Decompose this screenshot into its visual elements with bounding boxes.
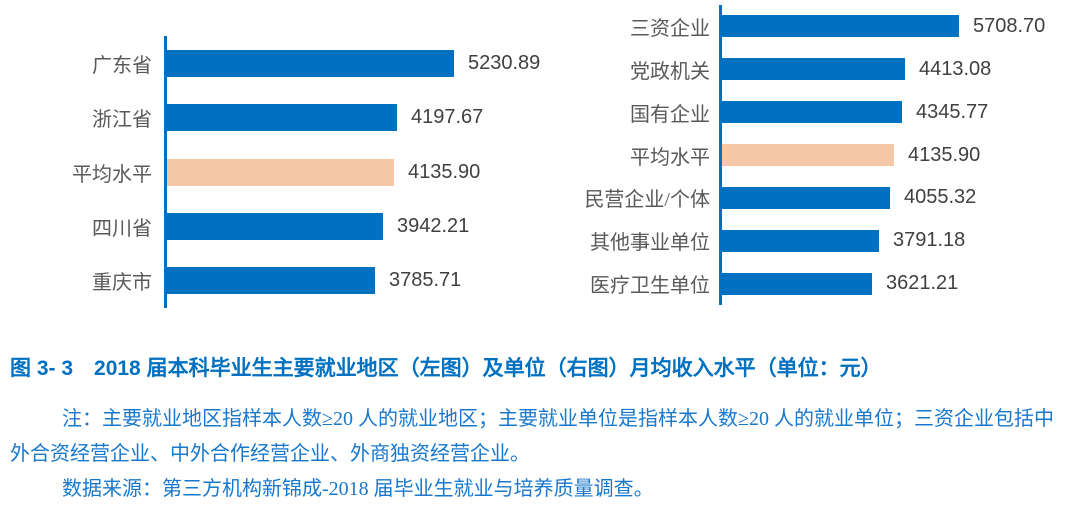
value-label: 3791.18 xyxy=(893,229,966,252)
bar[interactable] xyxy=(722,229,879,252)
bar-track: 3942.21 xyxy=(167,212,542,240)
chart-row: 平均水平 4135.90 xyxy=(60,145,542,199)
category-label: 重庆市 xyxy=(92,272,152,295)
bar-track: 3785.71 xyxy=(167,267,542,295)
category-label: 医疗卫生单位 xyxy=(590,275,710,298)
chart-row: 其他事业单位 3791.18 xyxy=(560,219,1050,262)
bar[interactable] xyxy=(167,158,394,186)
value-label: 4135.90 xyxy=(408,160,481,183)
bar-track: 3621.21 xyxy=(722,272,1050,295)
bar-track: 4135.90 xyxy=(167,158,542,186)
category-label: 四川省 xyxy=(92,217,152,240)
category-label: 广东省 xyxy=(92,54,152,77)
value-label: 4197.67 xyxy=(411,106,484,129)
bar[interactable] xyxy=(722,144,894,166)
chart-row: 医疗卫生单位 3621.21 xyxy=(560,262,1050,305)
bar-track: 5708.70 xyxy=(722,15,1050,38)
chart-row: 重庆市 3785.71 xyxy=(60,254,542,308)
bar-track: 4055.32 xyxy=(722,186,1050,209)
chart-row: 四川省 3942.21 xyxy=(60,199,542,253)
category-label: 三资企业 xyxy=(630,17,710,40)
category-label: 平均水平 xyxy=(630,146,710,169)
value-label: 4055.32 xyxy=(904,186,977,209)
bar[interactable] xyxy=(722,15,959,38)
value-label: 3942.21 xyxy=(397,214,470,237)
category-label: 平均水平 xyxy=(72,163,152,186)
value-label: 4413.08 xyxy=(919,57,992,80)
chart-row: 广东省 5230.89 xyxy=(60,36,542,90)
left-chart-y-axis-line xyxy=(164,36,167,308)
bar[interactable] xyxy=(722,272,872,295)
category-label: 浙江省 xyxy=(92,109,152,132)
category-label: 国有企业 xyxy=(630,103,710,126)
chart-left-regions: 广东省 5230.89 浙江省 4197.67 平均水平 4135.90 四川省 3942.2… xyxy=(60,36,542,308)
bar[interactable] xyxy=(167,212,383,240)
left-chart-rows: 广东省 5230.89 浙江省 4197.67 平均水平 4135.90 四川省 3942.2… xyxy=(60,36,542,308)
right-chart-rows: 三资企业 5708.70 党政机关 4413.08 国有企业 4345.77 平均水平 413… xyxy=(560,5,1050,305)
bar-track: 4197.67 xyxy=(167,104,542,132)
value-label: 5708.70 xyxy=(973,14,1046,37)
figure-text-block: 图 3- 3 2018 届本科毕业生主要就业地区（左图）及单位（右图）月均收入水… xyxy=(10,352,1062,507)
bar-track: 5230.89 xyxy=(167,49,542,77)
bar[interactable] xyxy=(722,186,890,209)
bar-track: 4345.77 xyxy=(722,101,1050,124)
chart-row: 平均水平 4135.90 xyxy=(560,134,1050,177)
chart-row: 民营企业/个体 4055.32 xyxy=(560,176,1050,219)
bar[interactable] xyxy=(722,58,905,81)
bar-track: 3791.18 xyxy=(722,229,1050,252)
figure-note: 注：主要就业地区指样本人数≥20 人的就业地区；主要就业单位是指样本人数≥20 … xyxy=(10,408,1054,465)
figure-source: 数据来源：第三方机构新锦成-2018 届毕业生就业与培养质量调查。 xyxy=(62,478,654,500)
value-label: 3621.21 xyxy=(886,272,959,295)
chart-row: 党政机关 4413.08 xyxy=(560,48,1050,91)
bar-track: 4413.08 xyxy=(722,58,1050,81)
value-label: 4345.77 xyxy=(916,100,989,123)
value-label: 3785.71 xyxy=(389,269,462,292)
bar-track: 4135.90 xyxy=(722,144,1050,167)
chart-row: 浙江省 4197.67 xyxy=(60,90,542,144)
category-label: 其他事业单位 xyxy=(590,232,710,255)
category-label: 民营企业/个体 xyxy=(584,189,710,212)
bar[interactable] xyxy=(167,49,454,77)
value-label: 4135.90 xyxy=(908,143,981,166)
chart-row: 三资企业 5708.70 xyxy=(560,5,1050,48)
value-label: 5230.89 xyxy=(468,51,541,74)
chart-row: 国有企业 4345.77 xyxy=(560,91,1050,134)
bar[interactable] xyxy=(167,104,397,132)
bar[interactable] xyxy=(722,101,902,124)
right-chart-y-axis-line xyxy=(719,5,722,305)
chart-right-employers: 三资企业 5708.70 党政机关 4413.08 国有企业 4345.77 平均水平 413… xyxy=(560,5,1050,305)
figure-caption: 图 3- 3 2018 届本科毕业生主要就业地区（左图）及单位（右图）月均收入水… xyxy=(10,357,882,380)
bar[interactable] xyxy=(167,267,375,295)
category-label: 党政机关 xyxy=(630,60,710,83)
